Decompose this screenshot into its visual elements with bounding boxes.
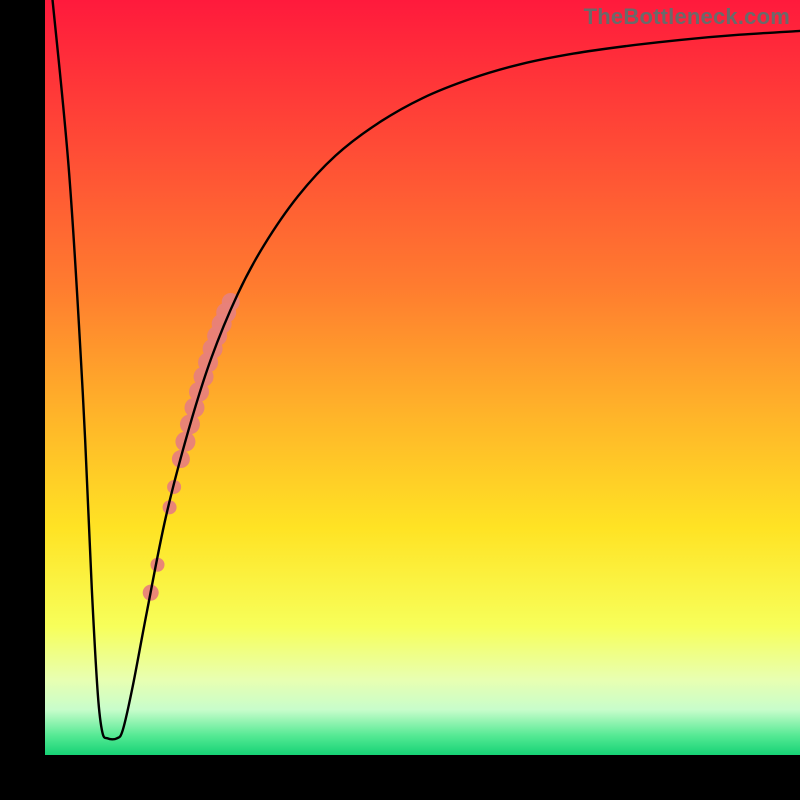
bottleneck-chart: TheBottleneck.com bbox=[0, 0, 800, 800]
plot-background-gradient bbox=[45, 0, 800, 755]
chart-svg bbox=[0, 0, 800, 800]
watermark-label: TheBottleneck.com bbox=[584, 4, 790, 30]
